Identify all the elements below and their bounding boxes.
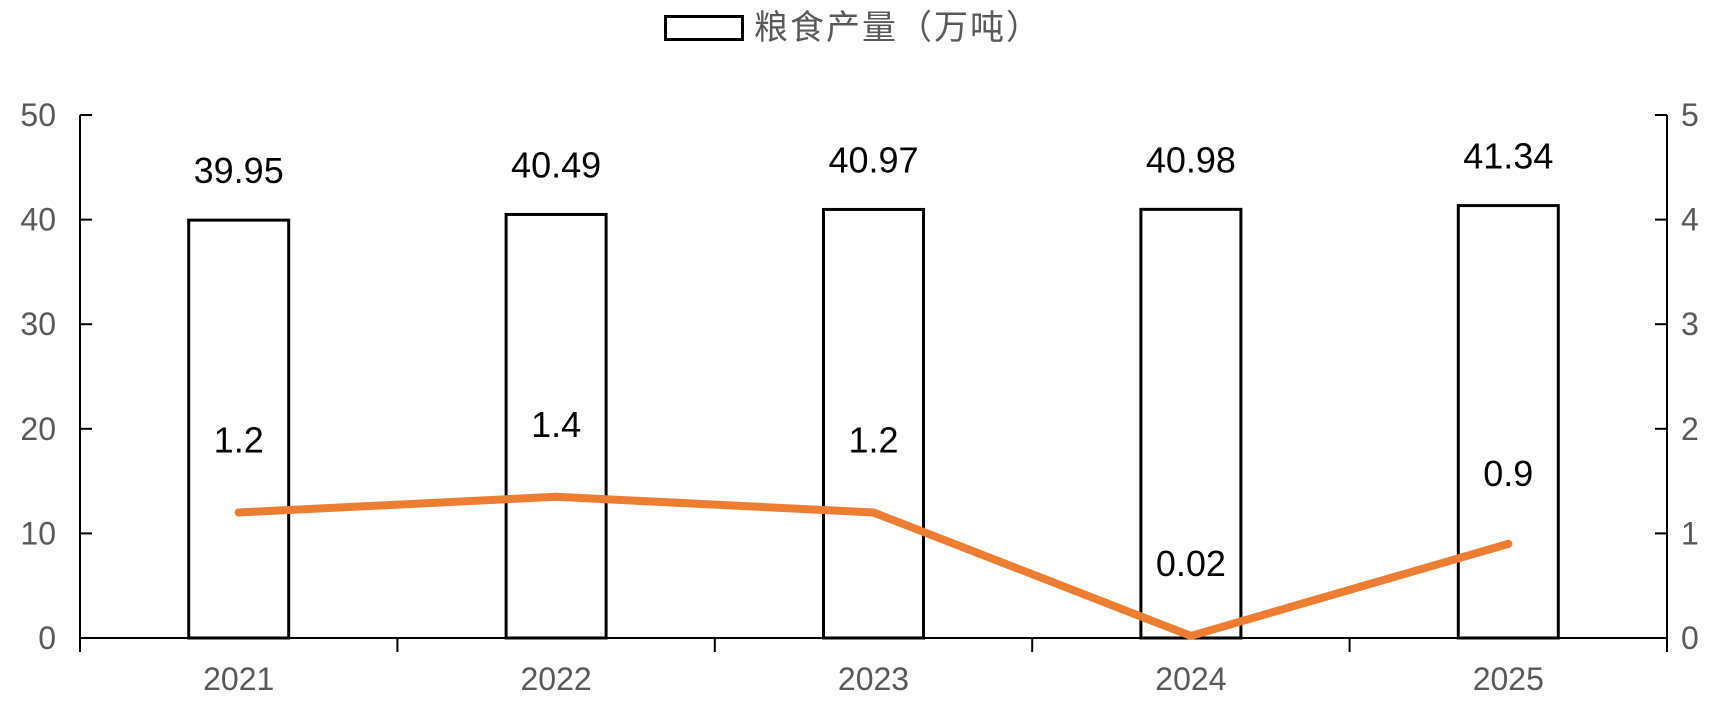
bar [1456, 204, 1560, 640]
bar [187, 218, 291, 640]
line-value-label: 1.4 [531, 404, 581, 445]
line-point [1504, 539, 1513, 548]
bar [504, 212, 608, 640]
bar-value-label: 40.49 [511, 144, 601, 185]
y-tick-label-left: 50 [20, 97, 56, 133]
line-value-label: 1.2 [848, 419, 898, 460]
line-value-label: 1.2 [214, 419, 264, 460]
bar-value-label: 39.95 [194, 150, 284, 191]
bar [822, 207, 925, 640]
y-tick-label-right: 2 [1681, 411, 1699, 447]
y-tick-label-left: 20 [20, 411, 56, 447]
y-tick-label-right: 4 [1681, 202, 1699, 238]
y-tick-label-right: 0 [1681, 620, 1699, 656]
y-tick-label-right: 3 [1681, 306, 1699, 342]
legend-swatch-grain-output [664, 15, 744, 41]
line-value-label: 0.9 [1483, 453, 1533, 494]
bar [1139, 207, 1243, 640]
x-tick-label: 2025 [1473, 661, 1544, 697]
y-tick-label-left: 10 [20, 515, 56, 551]
line-point [1186, 631, 1195, 640]
bar-value-label: 40.98 [1146, 139, 1236, 180]
legend-label-grain-output: 粮食产量（万吨） [754, 8, 1042, 48]
y-tick-label-left: 0 [38, 620, 56, 656]
line-point [234, 508, 243, 517]
x-tick-label: 2021 [203, 661, 274, 697]
line-point [869, 508, 878, 517]
bar-value-label: 41.34 [1463, 136, 1553, 177]
x-tick-label: 2024 [1155, 661, 1226, 697]
line-value-label: 0.02 [1156, 543, 1226, 584]
y-tick-label-right: 1 [1681, 515, 1699, 551]
x-tick-label: 2022 [521, 661, 592, 697]
bar-value-label: 40.97 [828, 139, 918, 180]
y-tick-label-right: 5 [1681, 97, 1699, 133]
y-tick-label-left: 30 [20, 306, 56, 342]
y-tick-label-left: 40 [20, 202, 56, 238]
line-point [552, 492, 561, 501]
legend: 粮食产量（万吨） [664, 8, 1042, 48]
x-tick-label: 2023 [838, 661, 909, 697]
